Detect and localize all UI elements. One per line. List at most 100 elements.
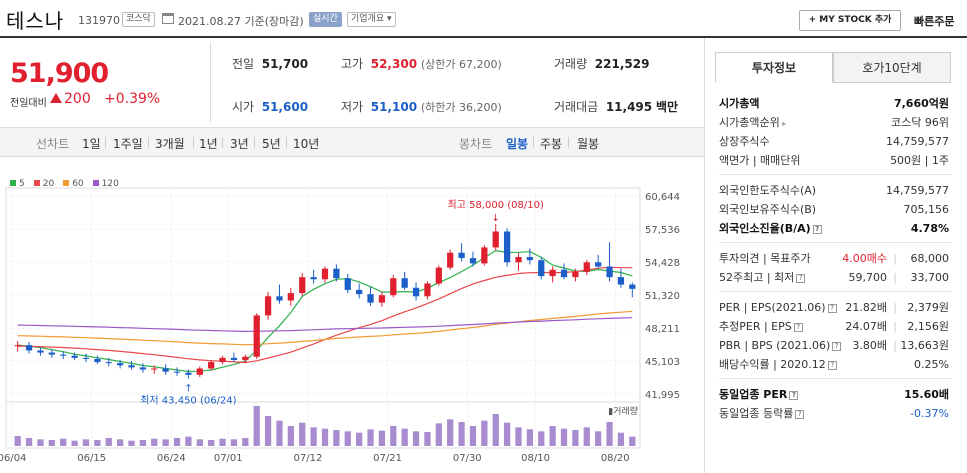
- info-value-2: 2,156원: [907, 320, 949, 333]
- company-info-dropdown[interactable]: 기업개요 ▾: [347, 12, 396, 27]
- candle-body: [310, 277, 317, 280]
- candle-body: [230, 357, 238, 360]
- candle-monthly[interactable]: 월봉: [577, 137, 600, 151]
- period-5y[interactable]: 5년: [262, 137, 281, 151]
- volume-bar: [333, 430, 340, 446]
- info-value-1: 21.82배: [845, 301, 887, 314]
- info-row: 외국인소진율(B/A)? 4.78%: [719, 221, 949, 237]
- candle-body: [82, 357, 90, 359]
- candle-body: [526, 256, 534, 261]
- info-key: 동일업종 등락률?: [719, 406, 805, 422]
- info-value-2: 68,000: [910, 252, 950, 265]
- y-tick-label: 51,320: [645, 291, 680, 302]
- stat-open-value: 51,600: [261, 100, 309, 114]
- tab-quote-10[interactable]: 호가10단계: [833, 52, 951, 83]
- stat-high-label: 고가: [341, 57, 364, 71]
- candle-body: [378, 295, 386, 303]
- volume-bar: [162, 439, 169, 446]
- candle-body: [481, 247, 488, 264]
- volume-bar: [276, 420, 283, 446]
- help-icon[interactable]: ?: [812, 224, 822, 234]
- volume-bar: [629, 436, 636, 446]
- company-info-label: 기업개요: [351, 14, 385, 24]
- legend-swatch: [92, 180, 99, 186]
- info-value: -0.37%: [910, 407, 949, 420]
- candle-weekly[interactable]: 주봉: [540, 137, 563, 151]
- realtime-button[interactable]: 실시간: [309, 12, 342, 27]
- divider: [286, 137, 287, 148]
- info-key: 배당수익률 | 2020.12?: [719, 357, 837, 373]
- help-icon[interactable]: ?: [795, 409, 805, 419]
- volume-bar: [617, 432, 625, 446]
- candle-body: [515, 256, 522, 263]
- stock-name: 테스나: [6, 9, 65, 33]
- candle-body: [583, 262, 590, 272]
- candle-body: [606, 266, 613, 278]
- volume-bar: [481, 420, 488, 446]
- period-1y[interactable]: 1년: [199, 137, 218, 151]
- volume-bar: [390, 426, 397, 446]
- y-tick-label: 60,644: [645, 192, 680, 203]
- help-icon[interactable]: ?: [827, 360, 837, 370]
- tab-invest-info[interactable]: 투자정보: [715, 52, 833, 83]
- candle-body: [492, 231, 499, 248]
- candle-body: [424, 283, 431, 297]
- volume-bar: [344, 431, 351, 446]
- candle-daily[interactable]: 일봉: [506, 137, 529, 151]
- volume-bar: [71, 440, 78, 446]
- up-triangle-icon: [50, 93, 62, 103]
- volume-bar: [378, 430, 386, 446]
- x-tick-label: 07/01: [214, 453, 243, 464]
- candle-body: [128, 365, 135, 368]
- section-divider: [719, 291, 951, 292]
- help-icon[interactable]: ?: [796, 273, 806, 283]
- info-row: 시가총액 7,660억원: [719, 96, 949, 112]
- line-chart-label: 선차트: [36, 137, 70, 151]
- volume-bar: [60, 438, 67, 446]
- volume-bar: [253, 406, 260, 446]
- volume-bar: [196, 439, 203, 446]
- stat-low: 저가 51,100 (하한가 36,200): [341, 98, 502, 115]
- info-row: 동일업종 PER? 15.60배: [719, 387, 949, 403]
- x-tick-label: 07/30: [453, 453, 482, 464]
- period-3y[interactable]: 3년: [230, 137, 249, 151]
- volume-bar: [116, 439, 124, 446]
- help-icon[interactable]: ?: [789, 390, 799, 400]
- value-divider: |: [893, 320, 897, 333]
- volume-bar: [219, 438, 226, 446]
- period-3m[interactable]: 3개월: [155, 137, 185, 151]
- period-10y[interactable]: 10년: [293, 137, 320, 151]
- quick-order-button[interactable]: 빠른주문: [914, 15, 955, 28]
- x-tick-label: 07/21: [373, 453, 402, 464]
- help-icon[interactable]: ?: [832, 341, 842, 351]
- volume-bar: [595, 431, 602, 446]
- stock-header: 테스나 131970 코스닥 2021.08.27 기준(장마감) 실시간 기업…: [0, 0, 967, 38]
- info-value-1: 4.00매수: [842, 252, 887, 265]
- stat-prev-value: 51,700: [261, 57, 309, 71]
- info-value: 14,759,577: [886, 135, 949, 148]
- y-tick-label: 48,211: [645, 324, 680, 335]
- candlestick-svg[interactable]: 60,644 57,536 54,428 51,320 48,211 45,103 41,9…: [0, 170, 704, 473]
- my-stock-add-button[interactable]: + MY STOCK 추가: [799, 10, 901, 31]
- volume-bar: [321, 428, 329, 446]
- value-divider: |: [893, 252, 897, 265]
- ma60-line: [17, 310, 633, 346]
- stat-open: 시가 51,600: [232, 98, 308, 115]
- help-icon[interactable]: ?: [793, 322, 803, 332]
- info-value: 7,660억원: [893, 97, 949, 110]
- change-percent: +0.39%: [104, 91, 161, 107]
- info-key: 시가총액: [719, 97, 760, 110]
- help-icon[interactable]: ?: [827, 303, 837, 313]
- volume-bar: [572, 430, 579, 446]
- y-tick-label: 45,103: [645, 357, 680, 368]
- volume-bar: [310, 427, 317, 446]
- stat-amount-unit: 백만: [655, 100, 679, 114]
- volume-bar: [299, 422, 306, 446]
- stat-amount-label: 거래대금: [554, 100, 599, 114]
- info-row: 투자의견 | 목표주가 68,000 4.00매수 |: [719, 251, 949, 267]
- volume-bar: [526, 429, 534, 446]
- info-row: 배당수익률 | 2020.12? 0.25%: [719, 357, 949, 373]
- period-1w[interactable]: 1주일: [113, 137, 143, 151]
- period-1d[interactable]: 1일: [82, 137, 101, 151]
- info-value-2: 0.25%: [914, 358, 949, 371]
